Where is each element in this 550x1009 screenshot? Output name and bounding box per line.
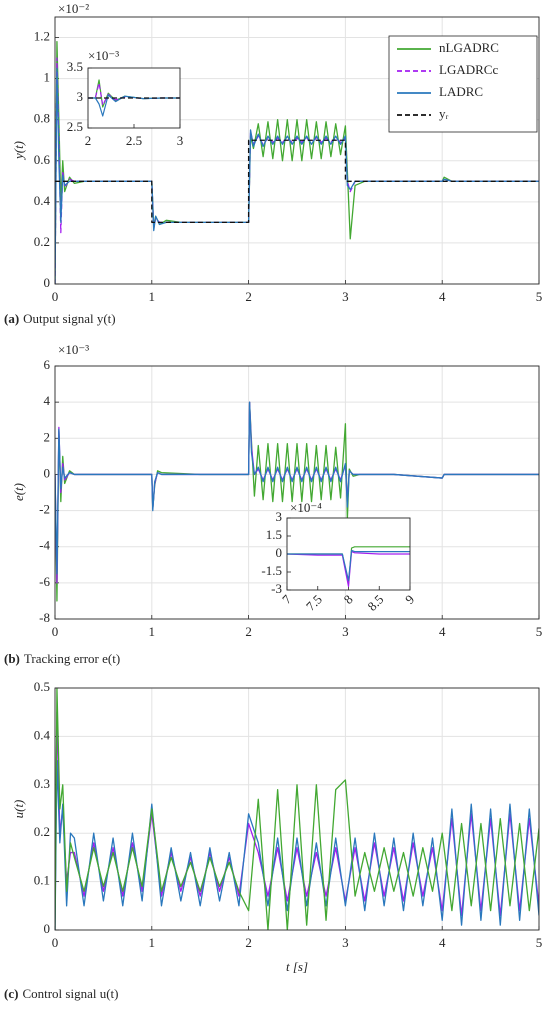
- plot-area: [55, 688, 539, 930]
- x-tick-label: 3: [177, 133, 184, 148]
- y-tick-label: 3.5: [67, 59, 83, 74]
- y-tick-label: 4: [44, 393, 51, 408]
- x-tick-label: 1: [149, 624, 156, 639]
- axes-frame: [54, 687, 540, 931]
- axes-frame: [286, 517, 411, 591]
- x-tick-label: 2.5: [126, 133, 142, 148]
- series-line: [55, 688, 539, 930]
- x-tick-label: 4: [439, 624, 446, 639]
- x-axis-label: t [s]: [286, 959, 308, 974]
- y-tick-label: 2.5: [67, 119, 83, 134]
- x-tick-label: 2: [245, 289, 252, 304]
- series-line: [55, 401, 539, 575]
- x-tick-label: 0: [52, 935, 59, 950]
- axes-frame: [87, 67, 181, 129]
- x-tick-label: 0: [52, 624, 59, 639]
- x-tick-label: 2: [245, 935, 252, 950]
- y-axis-label: e(t): [11, 483, 26, 501]
- y-tick-label: -3: [271, 581, 282, 596]
- x-tick-label: 3: [342, 289, 349, 304]
- y-tick-label: 1: [44, 70, 51, 85]
- y-tick-label: -6: [39, 574, 50, 589]
- x-tick-label: 2: [85, 133, 92, 148]
- y-exponent: ×10⁻⁴: [290, 500, 322, 515]
- x-tick-label: 5: [536, 935, 543, 950]
- series-lines: [55, 688, 539, 930]
- y-tick-label: 0.5: [34, 679, 50, 694]
- series-lines: [55, 41, 539, 284]
- y-tick-label: -2: [39, 502, 50, 517]
- caption-text: Output signal y(t): [23, 311, 115, 326]
- caption: (a) Output signal y(t): [4, 311, 116, 326]
- y-tick-label: -8: [39, 610, 50, 625]
- x-tick-label: 5: [536, 289, 543, 304]
- y-tick-label: 0: [44, 921, 51, 936]
- x-tick-label: 2: [245, 624, 252, 639]
- y-tick-label: 0.4: [34, 193, 51, 208]
- y-tick-label: 3: [77, 89, 84, 104]
- legend-label: LADRC: [439, 84, 483, 99]
- y-tick-label: 0.2: [34, 824, 50, 839]
- y-axis-label: u(t): [11, 800, 26, 819]
- y-tick-label: 0.4: [34, 727, 51, 742]
- x-tick-label: 4: [439, 935, 446, 950]
- x-tick-label: 0: [52, 289, 59, 304]
- series-line: [55, 139, 539, 224]
- y-tick-label: 0: [44, 275, 51, 290]
- y-exponent: ×10⁻³: [88, 48, 119, 63]
- legend-box: [388, 35, 538, 133]
- y-tick-label: -1.5: [261, 563, 282, 578]
- y-exponent: ×10⁻²: [58, 1, 89, 16]
- x-tick-label: 3: [342, 935, 349, 950]
- y-tick-label: 0.6: [34, 152, 51, 167]
- x-tick-label: 3: [342, 624, 349, 639]
- x-tick-label: 5: [536, 624, 543, 639]
- caption: (b) Tracking error e(t): [4, 651, 120, 666]
- series-line: [55, 711, 539, 930]
- series-lines: [55, 401, 539, 602]
- x-tick-label: 4: [439, 289, 446, 304]
- y-tick-label: -4: [39, 538, 50, 553]
- y-tick-label: 6: [44, 357, 51, 372]
- y-tick-label: 0.2: [34, 234, 50, 249]
- caption-text: Control signal u(t): [22, 986, 118, 1001]
- caption-label: (b): [4, 651, 20, 666]
- y-tick-label: 1.5: [266, 527, 282, 542]
- x-tick-label: 1: [149, 289, 156, 304]
- y-tick-label: 0.1: [34, 873, 50, 888]
- caption: (c) Control signal u(t): [4, 986, 118, 1001]
- y-tick-label: 0.3: [34, 776, 50, 791]
- series-line: [287, 549, 410, 581]
- y-axis-label: y(t): [11, 141, 26, 161]
- legend-label: nLGADRC: [439, 40, 499, 55]
- axes-frame: [54, 365, 540, 620]
- caption-text: Tracking error e(t): [24, 651, 120, 666]
- axes-frame: [54, 16, 540, 285]
- series-line: [55, 759, 539, 930]
- y-tick-label: 0.8: [34, 111, 50, 126]
- y-tick-label: 1.2: [34, 29, 50, 44]
- caption-label: (a): [4, 311, 19, 326]
- y-tick-label: 0: [276, 545, 283, 560]
- y-tick-label: 2: [44, 429, 51, 444]
- caption-label: (c): [4, 986, 18, 1001]
- legend-label: LGADRCc: [439, 62, 498, 77]
- series-lines: [88, 79, 180, 117]
- y-tick-label: 0: [44, 465, 51, 480]
- legend-label: yᵣ: [439, 106, 449, 121]
- series-lines: [287, 546, 410, 587]
- x-tick-label: 1: [149, 935, 156, 950]
- y-exponent: ×10⁻³: [58, 342, 89, 357]
- y-tick-label: 3: [276, 509, 283, 524]
